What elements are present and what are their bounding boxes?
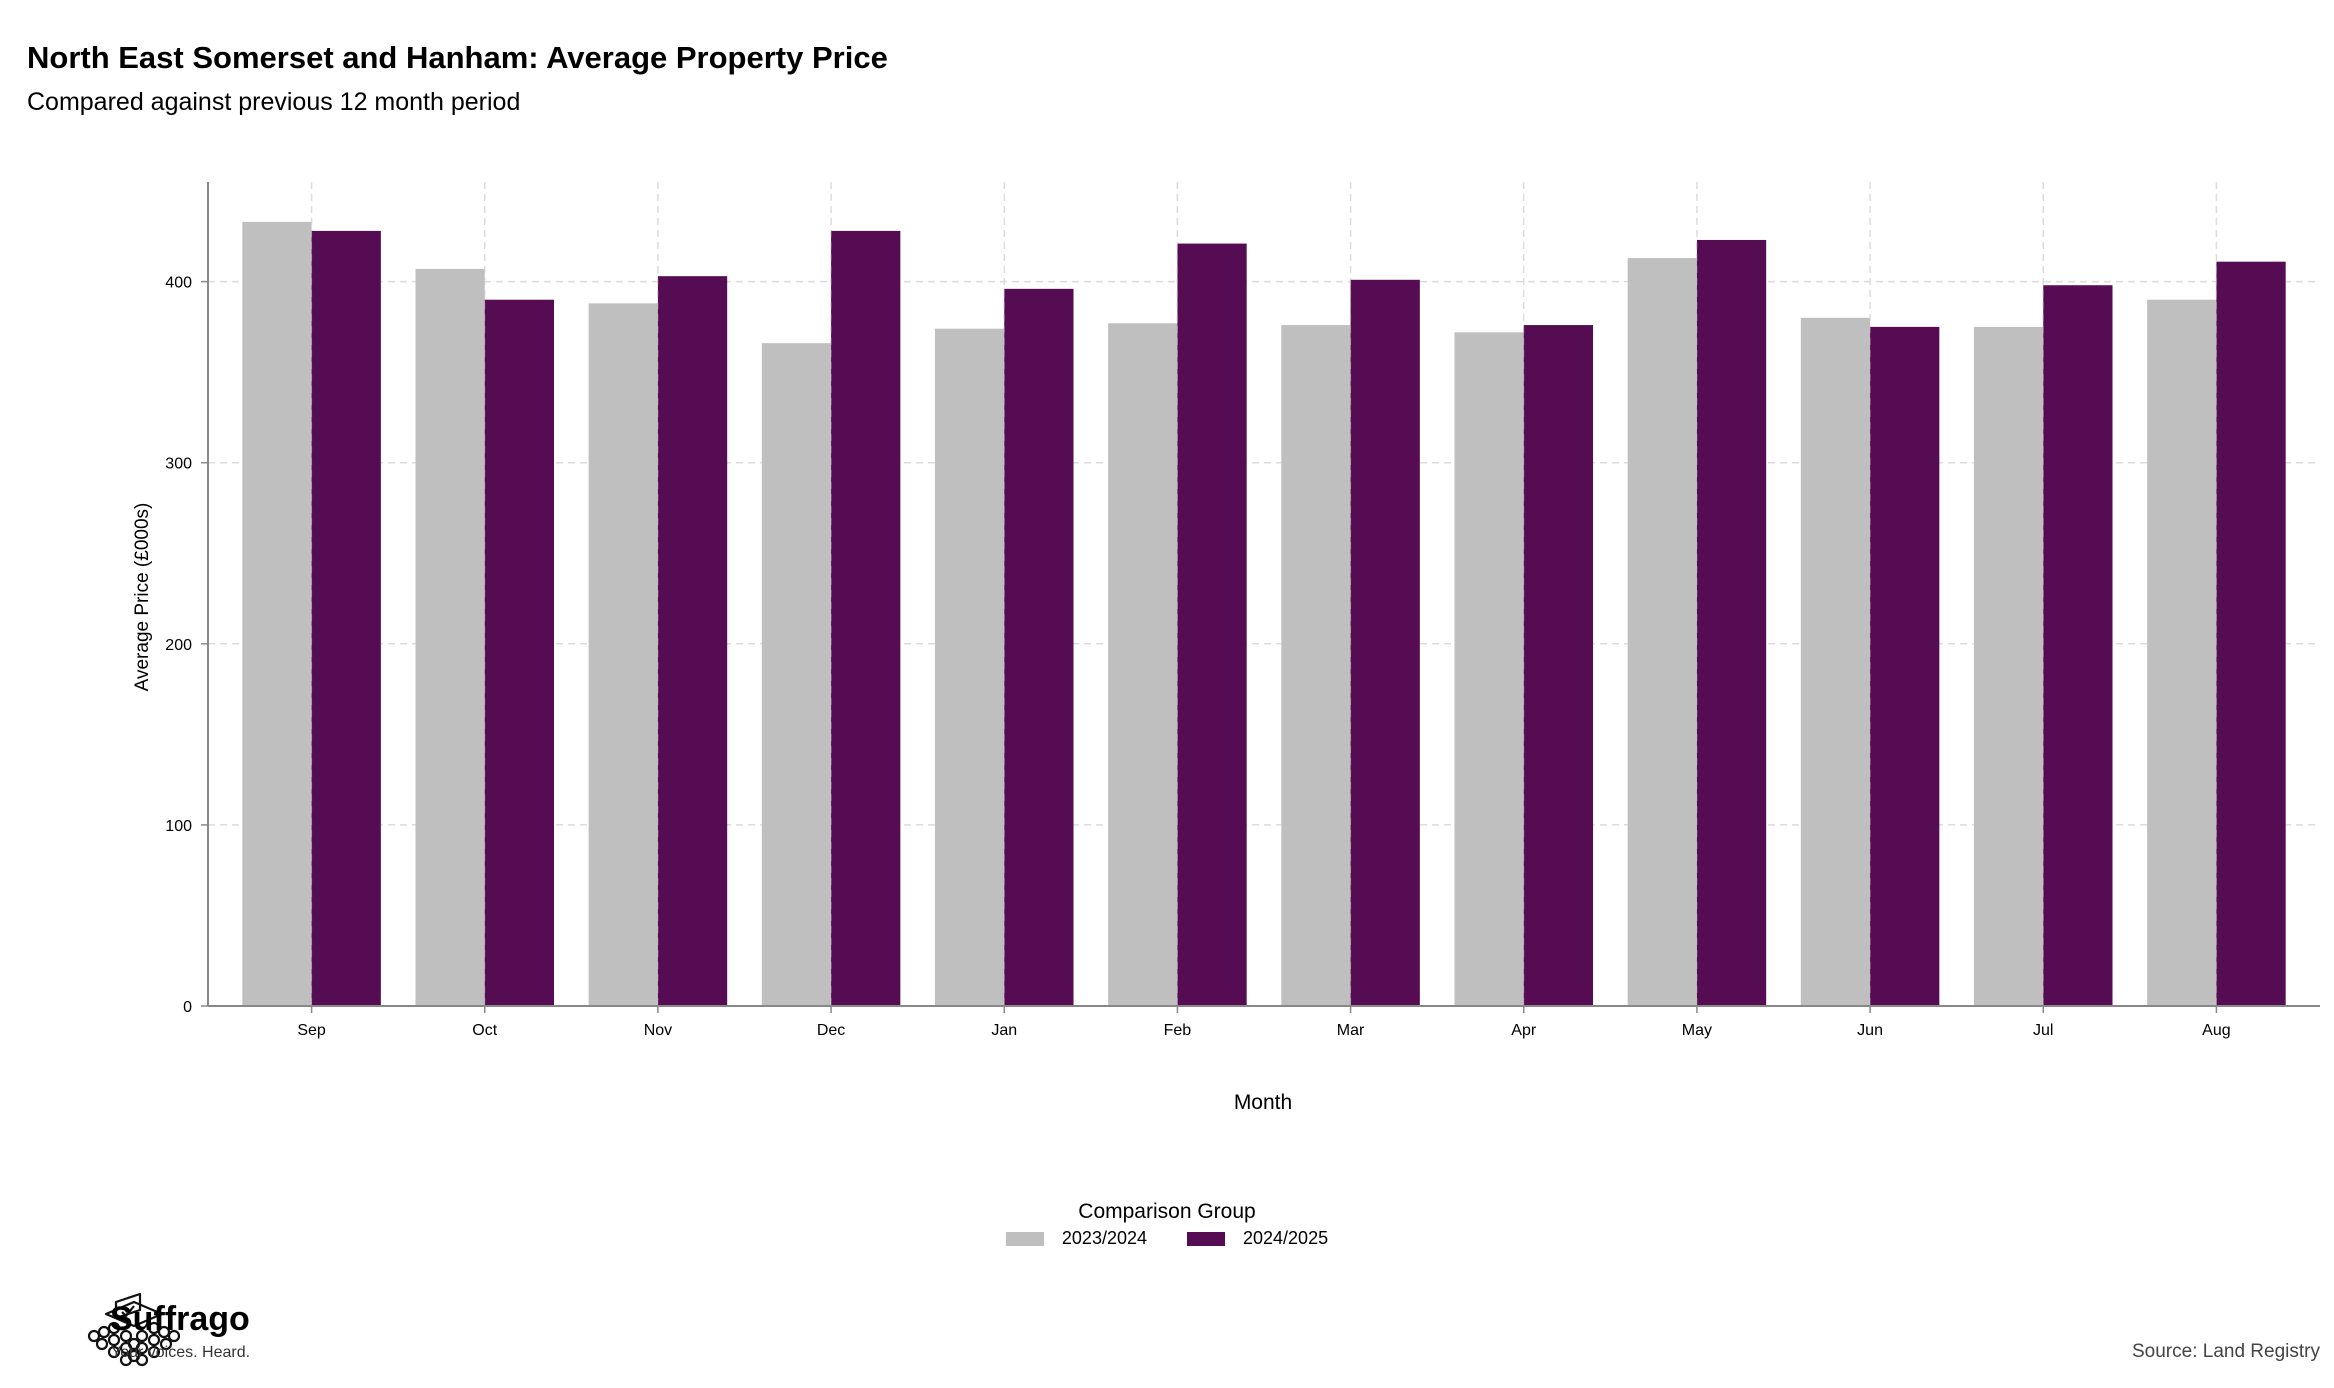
ballot-box-icon	[87, 1292, 181, 1367]
bar-2024-2025-may	[1696, 239, 1767, 1006]
legend-swatch-2023-2024	[1005, 1231, 1044, 1246]
x-tick-label: Oct	[472, 1022, 497, 1039]
bar-2023-2024-jul	[1973, 326, 2044, 1006]
legend-items: 2023/2024 2024/2025	[1005, 1228, 1328, 1249]
legend-title: Comparison Group	[1078, 1200, 1256, 1223]
x-tick-label: Apr	[1511, 1022, 1537, 1039]
x-tick-label: Nov	[644, 1022, 672, 1039]
y-tick-label: 300	[165, 456, 192, 473]
bar-2023-2024-may	[1627, 258, 1697, 1006]
bar-2023-2024-oct	[415, 268, 485, 1006]
bar-2023-2024-nov	[588, 303, 658, 1006]
x-tick-label: May	[1682, 1022, 1712, 1039]
bar-2023-2024-aug	[2147, 299, 2217, 1006]
axes: 0 100 200 300 400 Sep Oct Nov Dec Jan Feb Mar Apr May…	[165, 182, 2320, 1039]
bar-2024-2025-apr	[1523, 325, 1594, 1007]
x-tick-label: Feb	[1164, 1022, 1192, 1039]
legend-label-2023-2024: 2023/2024	[1061, 1228, 1147, 1248]
bar-2023-2024-jan	[934, 328, 1005, 1006]
legend-label-2024-2025: 2024/2025	[1243, 1228, 1329, 1248]
legend-item-2024-2025: 2024/2025	[1187, 1228, 1328, 1249]
y-tick-label: 100	[165, 818, 192, 835]
x-tick-label: Jun	[1857, 1022, 1883, 1039]
brand-name: Suffrago	[110, 1300, 250, 1338]
bar-2024-2025-mar	[1350, 279, 1420, 1006]
source-note: Source: Land Registry	[2132, 1341, 2320, 1362]
bar-2023-2024-feb	[1108, 323, 1178, 1006]
x-tick-label: Mar	[1337, 1022, 1365, 1039]
x-tick-label: Jan	[991, 1022, 1017, 1039]
y-tick-label: 400	[165, 275, 192, 292]
legend-swatch-2024-2025	[1187, 1231, 1225, 1246]
bar-2023-2024-jun	[1800, 317, 1871, 1006]
bar-chart: 0 100 200 300 400 Sep Oct Nov Dec Jan Feb Mar Apr May…	[132, 182, 2320, 1114]
bar-2024-2025-jun	[1870, 326, 1940, 1006]
bar-2024-2025-sep	[311, 230, 381, 1006]
y-tick-label: 0	[183, 999, 192, 1016]
bar-2024-2025-nov	[657, 276, 728, 1007]
chart-title: North East Somerset and Hanham: Average …	[27, 40, 888, 75]
x-tick-label: Sep	[297, 1022, 326, 1039]
y-axis-title: Average Price (£000s)	[132, 503, 153, 692]
legend: Comparison Group 2023/2024 2024/2025	[0, 1200, 2334, 1251]
bar-2023-2024-mar	[1281, 325, 1351, 1007]
x-tick-label: Jul	[2033, 1022, 2053, 1039]
bar-2024-2025-feb	[1177, 243, 1247, 1007]
legend-item-2023-2024: 2023/2024	[1005, 1228, 1147, 1249]
bar-2023-2024-dec	[761, 343, 832, 1007]
bar-2024-2025-oct	[484, 299, 555, 1006]
y-tick-label: 200	[165, 637, 192, 654]
bar-2023-2024-sep	[242, 221, 312, 1007]
bar-2024-2025-jul	[2043, 285, 2113, 1006]
x-axis-title: Month	[1234, 1091, 1292, 1114]
bars	[242, 182, 2286, 1007]
bar-2023-2024-apr	[1454, 332, 1524, 1006]
x-tick-label: Dec	[817, 1022, 845, 1039]
chart-subtitle: Compared against previous 12 month perio…	[27, 88, 521, 116]
brand-tagline: Your voices. Heard.	[111, 1344, 251, 1361]
x-tick-label: Aug	[2202, 1022, 2230, 1039]
bar-2024-2025-jan	[1004, 288, 1074, 1006]
bar-2024-2025-aug	[2216, 261, 2286, 1007]
bar-2024-2025-dec	[831, 230, 901, 1006]
